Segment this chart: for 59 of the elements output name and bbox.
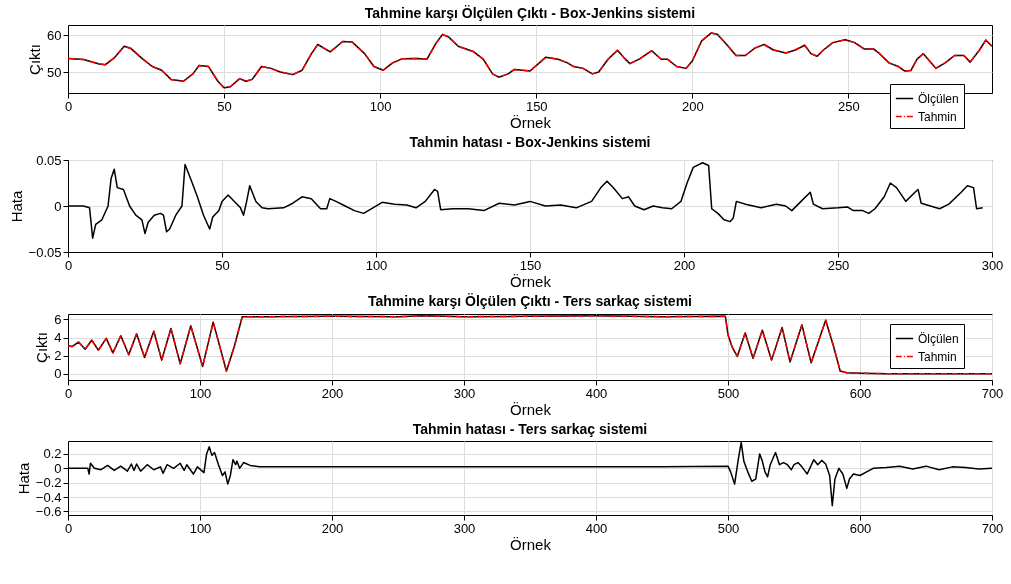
chart-title: Tahmin hatası - Box-Jenkins sistemi [409, 134, 651, 150]
y-axis-title: Hata [7, 190, 25, 223]
y-tick-label: −0.6 [35, 503, 62, 519]
x-tick-label: 100 [189, 520, 212, 536]
x-tick-label: 500 [717, 520, 740, 536]
x-tick-label: 400 [585, 520, 608, 536]
x-axis-title: Örnek [510, 535, 552, 553]
x-axis-title: Örnek [510, 400, 552, 418]
x-tick-label: 600 [849, 520, 872, 536]
x-tick-label: 700 [981, 520, 1004, 536]
x-tick-label: 100 [369, 98, 392, 114]
y-axis-title: Çıktı [26, 44, 44, 75]
x-tick-label: 200 [681, 98, 704, 114]
x-tick-label: 100 [365, 257, 388, 273]
y-tick-label: 4 [54, 330, 62, 346]
y-tick-label: −0.2 [35, 475, 62, 491]
x-tick-label: 50 [217, 98, 232, 114]
x-tick-label: 200 [321, 385, 344, 401]
y-axis-title: Çıktı [33, 332, 51, 363]
chart-title: Tahmine karşı Ölçülen Çıktı - Box-Jenkins sistemi [364, 5, 696, 21]
y-tick-label: 60 [47, 27, 62, 43]
y-tick-label: −0.4 [35, 489, 62, 505]
y-tick-label: 0.05 [36, 152, 62, 168]
x-tick-label: 400 [585, 385, 608, 401]
x-tick-label: 150 [525, 98, 548, 114]
x-tick-label: 250 [838, 98, 860, 114]
y-axis-title: Hata [14, 462, 32, 495]
x-tick-label: 300 [453, 520, 476, 536]
x-tick-label: 500 [717, 385, 740, 401]
x-axis-title: Örnek [510, 272, 552, 290]
chart-title: Tahmine karşı Ölçülen Çıktı - Ters sarkaç sistemi [368, 293, 692, 310]
x-tick-label: 200 [673, 257, 696, 273]
x-tick-label: 300 [981, 257, 1004, 273]
y-tick-label: −0.05 [28, 244, 62, 260]
x-tick-label: 250 [827, 257, 850, 273]
y-tick-label: 0 [54, 366, 62, 382]
x-tick-label: 0 [64, 257, 73, 273]
x-tick-label: 50 [215, 257, 230, 273]
x-tick-label: 0 [64, 98, 73, 114]
x-tick-label: 200 [321, 520, 344, 536]
y-tick-label: 0 [54, 198, 62, 214]
y-tick-label: 2 [54, 348, 62, 364]
legend-label: Ölçülen [918, 91, 959, 106]
x-tick-label: 600 [849, 385, 872, 401]
x-tick-label: 150 [519, 257, 542, 273]
y-tick-label: 50 [47, 64, 62, 80]
x-tick-label: 700 [981, 385, 1004, 401]
y-tick-label: 6 [54, 311, 62, 327]
legend-label: Tahmin [918, 349, 957, 364]
x-tick-label: 100 [189, 385, 212, 401]
chart-title: Tahmin hatası - Ters sarkaç sistemi [412, 421, 648, 437]
y-tick-label: 0.2 [43, 446, 62, 462]
x-tick-label: 300 [453, 385, 476, 401]
legend-label: Ölçülen [918, 331, 959, 346]
x-axis-title: Örnek [510, 113, 552, 131]
legend-label: Tahmin [918, 109, 957, 124]
y-tick-label: 0 [54, 460, 62, 476]
x-tick-label: 0 [64, 385, 73, 401]
x-tick-label: 0 [64, 520, 73, 536]
